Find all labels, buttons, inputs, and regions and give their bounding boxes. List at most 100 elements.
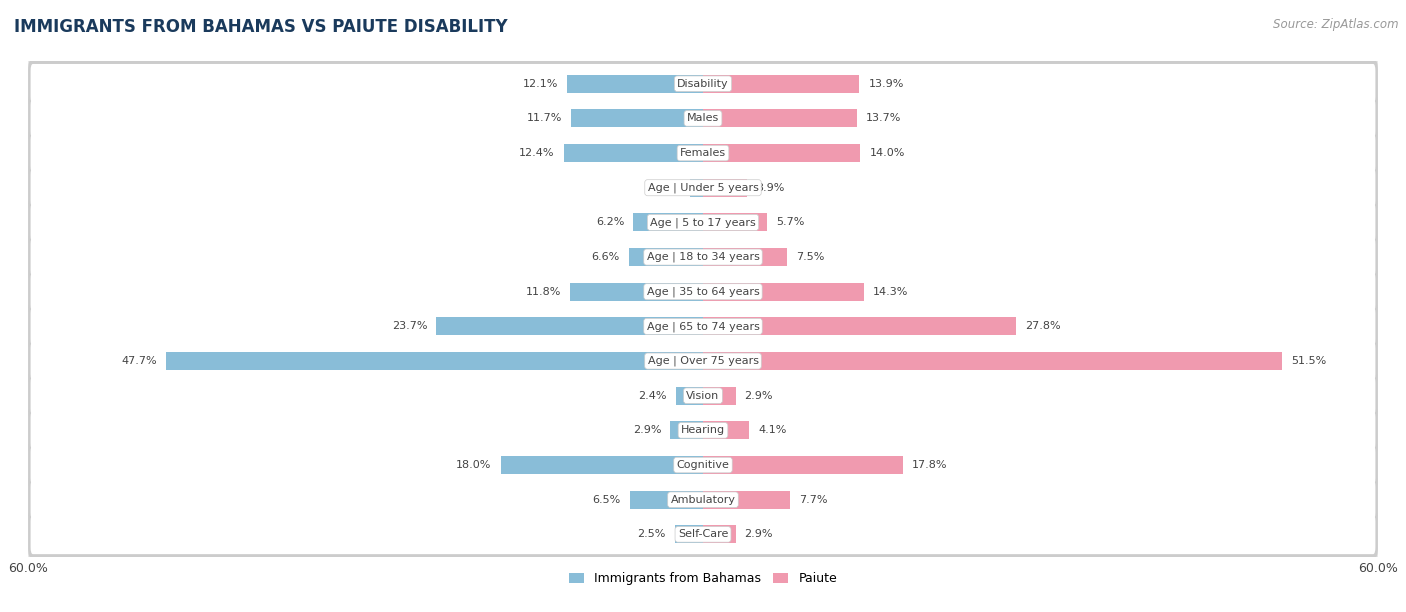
Text: Hearing: Hearing [681, 425, 725, 435]
Bar [703, 214, 768, 231]
Bar [703, 456, 903, 474]
Bar [703, 387, 735, 405]
FancyBboxPatch shape [28, 94, 1378, 143]
FancyBboxPatch shape [31, 376, 1375, 416]
Bar [436, 318, 703, 335]
Bar [703, 248, 787, 266]
Text: 3.9%: 3.9% [756, 183, 785, 193]
Bar [703, 422, 749, 439]
Bar [166, 352, 703, 370]
Text: 4.1%: 4.1% [758, 425, 786, 435]
FancyBboxPatch shape [28, 233, 1378, 281]
Text: 47.7%: 47.7% [122, 356, 157, 366]
FancyBboxPatch shape [28, 337, 1378, 385]
FancyBboxPatch shape [31, 203, 1375, 242]
Text: Disability: Disability [678, 79, 728, 89]
Bar [675, 525, 703, 543]
Text: 13.9%: 13.9% [869, 79, 904, 89]
Text: 6.5%: 6.5% [593, 494, 621, 505]
FancyBboxPatch shape [31, 133, 1375, 173]
Bar [689, 179, 703, 196]
Bar [567, 75, 703, 93]
FancyBboxPatch shape [28, 198, 1378, 246]
Text: Ambulatory: Ambulatory [671, 494, 735, 505]
Text: 11.8%: 11.8% [526, 287, 561, 297]
Text: Source: ZipAtlas.com: Source: ZipAtlas.com [1274, 18, 1399, 31]
Text: Males: Males [688, 113, 718, 124]
Bar [633, 214, 703, 231]
Text: 17.8%: 17.8% [912, 460, 948, 470]
Text: 12.1%: 12.1% [523, 79, 558, 89]
Text: 18.0%: 18.0% [456, 460, 492, 470]
Text: Cognitive: Cognitive [676, 460, 730, 470]
Text: 14.3%: 14.3% [873, 287, 908, 297]
Text: Females: Females [681, 148, 725, 158]
FancyBboxPatch shape [28, 476, 1378, 524]
FancyBboxPatch shape [31, 272, 1375, 312]
Text: 6.2%: 6.2% [596, 217, 624, 228]
FancyBboxPatch shape [28, 510, 1378, 558]
Legend: Immigrants from Bahamas, Paiute: Immigrants from Bahamas, Paiute [564, 567, 842, 591]
FancyBboxPatch shape [28, 60, 1378, 108]
Bar [628, 248, 703, 266]
Bar [571, 283, 703, 300]
Text: Age | 35 to 64 years: Age | 35 to 64 years [647, 286, 759, 297]
Bar [703, 318, 1015, 335]
Bar [671, 422, 703, 439]
Bar [703, 110, 858, 127]
FancyBboxPatch shape [31, 341, 1375, 381]
FancyBboxPatch shape [28, 372, 1378, 420]
FancyBboxPatch shape [28, 129, 1378, 177]
Bar [703, 525, 735, 543]
Text: 6.6%: 6.6% [592, 252, 620, 262]
Text: 2.9%: 2.9% [633, 425, 661, 435]
Text: 7.7%: 7.7% [799, 494, 827, 505]
Text: 2.4%: 2.4% [638, 390, 666, 401]
Bar [703, 352, 1282, 370]
Text: 5.7%: 5.7% [776, 217, 804, 228]
FancyBboxPatch shape [28, 302, 1378, 350]
Text: 2.9%: 2.9% [745, 390, 773, 401]
Text: Self-Care: Self-Care [678, 529, 728, 539]
Bar [676, 387, 703, 405]
Text: Age | 65 to 74 years: Age | 65 to 74 years [647, 321, 759, 332]
Bar [703, 144, 860, 162]
FancyBboxPatch shape [31, 446, 1375, 485]
Bar [703, 283, 863, 300]
Text: 2.5%: 2.5% [637, 529, 666, 539]
Bar [571, 110, 703, 127]
Text: 11.7%: 11.7% [527, 113, 562, 124]
Text: Age | Under 5 years: Age | Under 5 years [648, 182, 758, 193]
FancyBboxPatch shape [31, 515, 1375, 554]
FancyBboxPatch shape [28, 406, 1378, 454]
Text: 13.7%: 13.7% [866, 113, 901, 124]
FancyBboxPatch shape [31, 64, 1375, 103]
Text: 7.5%: 7.5% [796, 252, 825, 262]
Text: Vision: Vision [686, 390, 720, 401]
Text: 12.4%: 12.4% [519, 148, 554, 158]
Bar [564, 144, 703, 162]
FancyBboxPatch shape [31, 168, 1375, 207]
Bar [630, 491, 703, 509]
Text: 51.5%: 51.5% [1291, 356, 1326, 366]
Text: Age | 18 to 34 years: Age | 18 to 34 years [647, 252, 759, 263]
FancyBboxPatch shape [31, 99, 1375, 138]
Text: Age | 5 to 17 years: Age | 5 to 17 years [650, 217, 756, 228]
Text: IMMIGRANTS FROM BAHAMAS VS PAIUTE DISABILITY: IMMIGRANTS FROM BAHAMAS VS PAIUTE DISABI… [14, 18, 508, 36]
Text: 14.0%: 14.0% [869, 148, 905, 158]
Bar [703, 75, 859, 93]
FancyBboxPatch shape [31, 237, 1375, 277]
Text: Age | Over 75 years: Age | Over 75 years [648, 356, 758, 367]
FancyBboxPatch shape [28, 268, 1378, 316]
FancyBboxPatch shape [28, 441, 1378, 489]
Text: 27.8%: 27.8% [1025, 321, 1060, 331]
Text: 23.7%: 23.7% [392, 321, 427, 331]
FancyBboxPatch shape [31, 411, 1375, 450]
Text: 1.2%: 1.2% [652, 183, 681, 193]
FancyBboxPatch shape [31, 307, 1375, 346]
Bar [703, 179, 747, 196]
Bar [501, 456, 703, 474]
FancyBboxPatch shape [28, 164, 1378, 212]
Bar [703, 491, 790, 509]
FancyBboxPatch shape [31, 480, 1375, 520]
